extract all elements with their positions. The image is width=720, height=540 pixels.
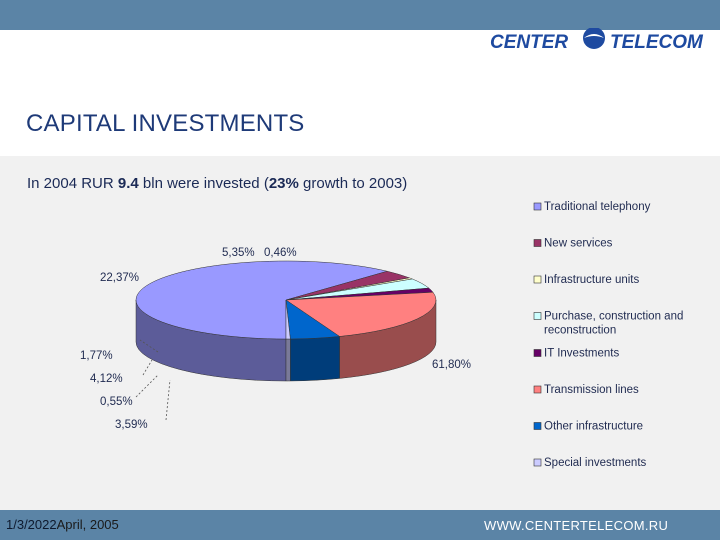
subtitle-post: growth to 2003)	[298, 175, 408, 192]
legend-swatch-infrastructure-units	[533, 275, 542, 284]
legend-swatch-other-infrastructure	[533, 422, 542, 430]
subtitle-pre: In 2004 RUR	[27, 175, 118, 192]
subtitle-growth: 23%	[268, 175, 299, 192]
legend-label-it-investments: IT Investments	[544, 348, 619, 360]
data-label-special-investments: 0,46%	[264, 247, 297, 259]
footer-date-text: April, 2005	[56, 517, 119, 532]
logo-telecom-text: TELECOM	[610, 32, 704, 53]
pie-side-other-infrastructure	[290, 336, 340, 382]
legend-label-traditional-telephony: Traditional telephony	[544, 201, 651, 213]
footer-url[interactable]: WWW.CENTERTELECOM.RU	[484, 518, 669, 533]
legend-swatch-transmission-lines	[533, 385, 542, 394]
legend-label-special-investments: Special investments	[544, 457, 647, 469]
data-label-other-infrastructure: 5,35%	[222, 247, 255, 259]
pie-slice-special-investments	[285, 299, 291, 340]
legend-swatch-new-services	[533, 239, 542, 247]
subtitle-mid: bln were invested (	[138, 175, 269, 192]
bottom-bar	[0, 510, 720, 540]
legend-label-infrastructure-units: Infrastructure units	[544, 274, 639, 286]
footer-date: 1/3/2022April, 2005	[6, 517, 119, 532]
leader-line-2	[135, 374, 159, 398]
pie-slice-traditional-telephony	[135, 260, 389, 340]
subtitle: In 2004 RUR 9.4 bln were invested (23% g…	[27, 175, 407, 192]
footer-date-code: 1/3/2022	[6, 517, 57, 532]
data-label-traditional-telephony: 61,80%	[432, 359, 471, 371]
subtitle-value: 9.4	[117, 175, 139, 192]
pie-chart: 61,80% 3,59% 0,55% 4,12% 1,77% 22,37% 5,35% 0,4…	[80, 201, 683, 469]
top-bar	[0, 0, 720, 30]
legend-label-purchase-construction-and-reconstruction: Purchase, construction and reconstruction	[544, 311, 683, 337]
legend: Traditional telephony New services Infrast…	[533, 201, 683, 469]
legend-label-transmission-lines: Transmission lines	[544, 384, 639, 396]
company-logo: CENTER TELECOM	[490, 28, 704, 53]
legend-label-other-infrastructure: Other infrastructure	[544, 421, 643, 433]
data-label-transmission-lines: 22,37%	[100, 272, 139, 284]
data-label-it-investments: 1,77%	[80, 350, 113, 362]
legend-swatch-traditional-telephony	[533, 202, 542, 211]
data-label-infrastructure-units: 0,55%	[100, 396, 133, 408]
legend-swatch-special-investments	[533, 458, 542, 467]
logo-emblem-icon	[583, 28, 605, 49]
logo-emblem-swoosh	[584, 34, 604, 38]
pie-side-special-investments	[285, 338, 291, 382]
data-label-purchase-construction-and-reconstruction: 4,12%	[90, 373, 123, 385]
logo-center-text: CENTER	[490, 32, 568, 53]
pie-top	[135, 260, 437, 340]
pie-data-labels: 61,80% 3,59% 0,55% 4,12% 1,77% 22,37% 5,35% 0,4…	[80, 247, 471, 431]
leader-line-3	[165, 379, 171, 421]
legend-swatch-it-investments	[533, 349, 542, 357]
leader-line-1	[142, 359, 153, 376]
legend-swatch-purchase-construction-and-reconstruction	[533, 312, 542, 320]
page-title: CAPITAL INVESTMENTS	[26, 110, 305, 137]
legend-label-new-services: New services	[544, 238, 613, 250]
data-label-new-services: 3,59%	[115, 419, 148, 431]
